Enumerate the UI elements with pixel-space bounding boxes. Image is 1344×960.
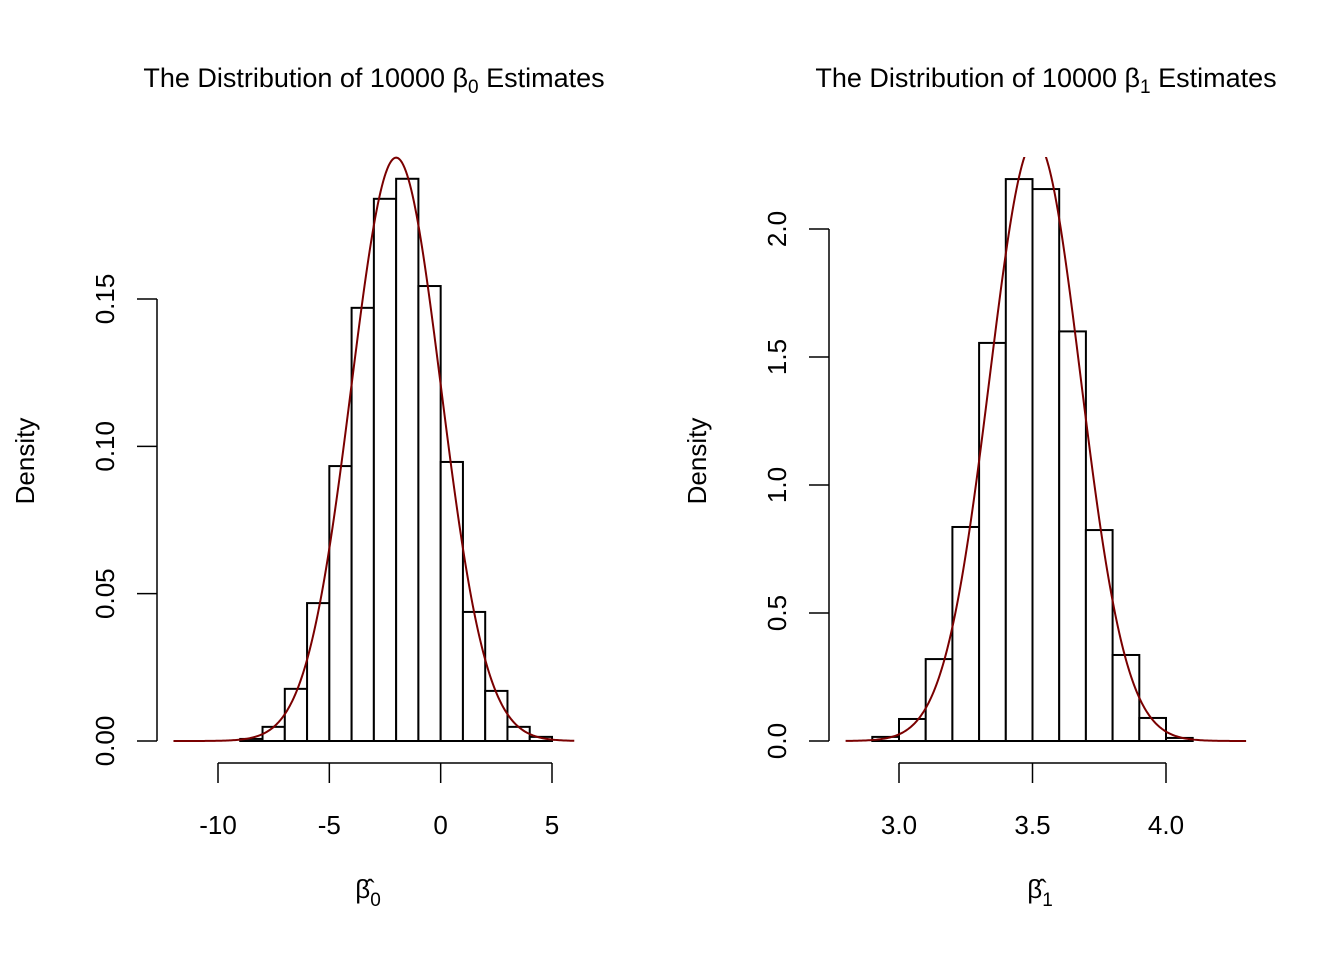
y-tick-label: 0.5 — [762, 595, 792, 631]
histogram-bar — [484, 689, 509, 743]
y-tick-label: 0.10 — [90, 421, 120, 472]
histogram-bar — [461, 610, 487, 742]
x-tick-label: 0 — [433, 810, 447, 840]
histogram-bar — [978, 341, 1007, 742]
histogram-bar — [506, 725, 531, 743]
histogram-bar — [898, 717, 927, 743]
histogram-bar — [328, 465, 353, 742]
title-text: Estimates — [1151, 63, 1277, 93]
x-tick-label: 3.5 — [1014, 810, 1050, 840]
x-axis-label: β̂1 — [1027, 874, 1053, 911]
histogram-bar — [439, 460, 464, 742]
x-tick-label: 4.0 — [1148, 810, 1184, 840]
histogram-bar — [1031, 188, 1061, 742]
histogram-bar — [350, 306, 375, 742]
y-tick-label: 1.0 — [762, 467, 792, 503]
x-label-subscript: 1 — [1042, 890, 1053, 911]
density-curve — [173, 156, 575, 742]
y-tick-label: 0.15 — [90, 274, 120, 325]
x-tick-label: 5 — [545, 810, 559, 840]
x-tick-label: 3.0 — [881, 810, 917, 840]
panel-1: The Distribution of 10000 β1 Estimates3.… — [682, 63, 1277, 911]
y-axis-label: Density — [682, 418, 712, 505]
title-beta: β — [1125, 63, 1141, 93]
y-axis-label: Density — [10, 418, 40, 505]
histogram-bar — [283, 687, 309, 742]
title-subscript: 0 — [468, 77, 479, 98]
histogram-bar — [1138, 716, 1168, 743]
x-label-subscript: 0 — [370, 890, 381, 911]
title-subscript: 1 — [1140, 77, 1151, 98]
chart-title: The Distribution of 10000 β1 Estimates — [815, 63, 1276, 98]
title-text: The Distribution of 10000 — [815, 63, 1124, 93]
x-label-beta-hat: β̂ — [1027, 874, 1047, 904]
histogram-bar — [395, 177, 420, 742]
title-text: Estimates — [479, 63, 605, 93]
density-curve — [845, 157, 1247, 742]
histogram-bar — [1111, 653, 1141, 743]
x-tick-label: -10 — [199, 810, 237, 840]
histogram-bar — [1058, 330, 1087, 742]
histogram-bar — [261, 725, 286, 743]
y-tick-label: 2.0 — [762, 211, 792, 247]
histogram-bar — [372, 197, 398, 742]
histogram-bar — [306, 602, 331, 743]
title-text: The Distribution of 10000 — [143, 63, 452, 93]
histogram-bar — [1084, 529, 1114, 743]
x-axis-label: β̂0 — [355, 874, 381, 911]
y-tick-label: 0.0 — [762, 723, 792, 759]
y-tick-label: 0.00 — [90, 716, 120, 767]
histogram-bar — [951, 525, 981, 743]
x-label-beta-hat: β̂ — [355, 874, 375, 904]
y-tick-label: 1.5 — [762, 339, 792, 375]
x-tick-label: -5 — [318, 810, 341, 840]
histogram-bar — [1004, 178, 1034, 742]
chart-title: The Distribution of 10000 β0 Estimates — [143, 63, 604, 98]
panel-0: The Distribution of 10000 β0 Estimates-1… — [10, 63, 605, 911]
y-tick-label: 0.05 — [90, 568, 120, 619]
title-beta: β — [453, 63, 469, 93]
